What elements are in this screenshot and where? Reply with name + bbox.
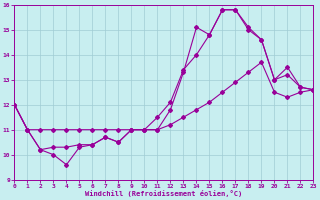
X-axis label: Windchill (Refroidissement éolien,°C): Windchill (Refroidissement éolien,°C) [85,190,243,197]
